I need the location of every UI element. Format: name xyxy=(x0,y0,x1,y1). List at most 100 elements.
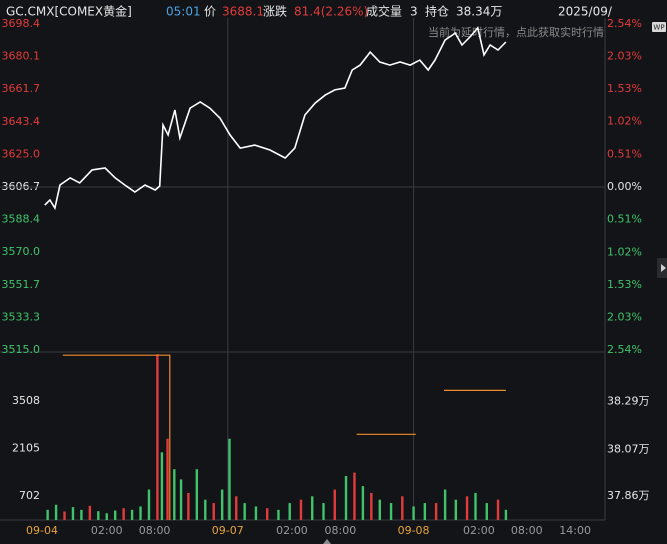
badge: WP xyxy=(653,24,664,32)
y2-tick-label: 2.54% xyxy=(607,343,642,356)
volume-bar xyxy=(212,503,215,520)
y2-tick-label: 2.03% xyxy=(607,310,642,323)
volume-bar xyxy=(504,509,508,520)
oi-label: 持仓 xyxy=(425,4,449,19)
delay-notice[interactable]: 当前为延时行情，点此获取实时行情 xyxy=(428,25,604,39)
y2-tick-label: 1.53% xyxy=(607,278,642,291)
volume-bar xyxy=(389,503,393,520)
volume-bar xyxy=(187,492,190,520)
change-label: 涨跌 xyxy=(263,4,287,19)
volume-bar xyxy=(71,507,75,520)
volume-bar xyxy=(113,510,117,520)
date: 2025/09/ xyxy=(558,5,613,19)
volume-bar xyxy=(344,475,348,520)
volume-bar xyxy=(454,499,458,520)
side-arrow xyxy=(661,264,666,272)
volume-bar xyxy=(166,438,169,520)
y-tick-label: 3680.1 xyxy=(2,50,41,63)
volume-bar xyxy=(443,489,447,520)
time: 05:01 xyxy=(166,5,201,19)
price: 3688.1 xyxy=(222,5,264,19)
bottom-arrow xyxy=(323,539,331,544)
volume-bar xyxy=(333,489,336,520)
volume-bar xyxy=(46,509,49,520)
volume-bar xyxy=(243,503,246,520)
volume-bar xyxy=(361,486,365,520)
volume-bar xyxy=(474,492,477,520)
volume-bar xyxy=(156,354,159,520)
volume-bar xyxy=(434,503,438,520)
volume-bar xyxy=(160,452,164,520)
volume-bar xyxy=(311,496,314,520)
volume-bar xyxy=(465,496,469,520)
volume-bar xyxy=(401,496,404,520)
oi: 38.34万 xyxy=(456,5,502,19)
x-tick-label: 02:00 xyxy=(276,524,308,537)
x-tick-label: 14:00 xyxy=(559,524,591,537)
volume-label: 成交量 xyxy=(366,4,402,19)
volume: 3 xyxy=(410,5,418,19)
badge-box xyxy=(652,22,666,32)
y2-tick-label: 1.02% xyxy=(607,245,642,258)
x-tick-label: 09-04 xyxy=(26,524,58,537)
volume-bar xyxy=(204,499,207,520)
y-tick-label: 3588.4 xyxy=(2,213,41,226)
volume-bar xyxy=(228,438,231,520)
x-tick-label: 09-07 xyxy=(212,524,244,537)
volume-bar xyxy=(288,503,291,520)
volume-bar xyxy=(88,505,92,520)
oi-tick-label: 38.07万 xyxy=(607,443,650,456)
change: 81.4(2.26%) xyxy=(294,5,368,19)
volume-bar xyxy=(496,499,500,520)
price-label: 价 xyxy=(204,5,216,19)
volume-tick-label: 3508 xyxy=(12,394,40,407)
y2-tick-label: 0.00% xyxy=(607,180,642,193)
y-tick-label: 3625.0 xyxy=(2,147,41,160)
volume-bar xyxy=(370,492,373,520)
volume-bar xyxy=(423,503,427,520)
volume-bar xyxy=(147,489,151,520)
volume-bar xyxy=(139,506,142,520)
volume-bar xyxy=(412,506,415,520)
oi-tick-label: 38.29万 xyxy=(607,394,650,407)
oi-tick-label: 37.86万 xyxy=(607,489,650,502)
price-line xyxy=(44,26,507,211)
y-tick-label: 3643.4 xyxy=(2,115,41,128)
x-tick-label: 08:00 xyxy=(511,524,543,537)
y2-tick-label: 2.54% xyxy=(607,17,642,30)
y-tick-label: 3570.0 xyxy=(2,245,41,258)
y-tick-label: 3515.0 xyxy=(2,343,41,356)
volume-tick-label: 702 xyxy=(19,489,40,502)
y-tick-label: 3698.4 xyxy=(2,17,41,30)
x-tick-label: 08:00 xyxy=(139,524,171,537)
volume-bar xyxy=(277,509,280,520)
volume-bar xyxy=(299,499,303,520)
x-tick-label: 08:00 xyxy=(325,524,357,537)
y2-tick-label: 2.03% xyxy=(607,50,642,63)
y2-tick-label: 0.51% xyxy=(607,213,642,226)
open-interest-line xyxy=(62,354,506,520)
volume-bar xyxy=(130,509,134,520)
y2-tick-label: 1.53% xyxy=(607,82,642,95)
volume-bar xyxy=(63,511,66,520)
volume-bar xyxy=(378,499,381,520)
volume-bar xyxy=(235,496,238,520)
x-tick-label: 09-08 xyxy=(398,524,430,537)
volume-bar xyxy=(485,503,488,520)
volume-bar xyxy=(353,472,356,520)
volume-bar xyxy=(54,504,58,520)
volume-bar xyxy=(322,503,325,520)
volume-tick-label: 2105 xyxy=(12,442,40,455)
y-tick-label: 3533.3 xyxy=(2,310,41,323)
volume-bar xyxy=(179,479,183,520)
y-tick-label: 3661.7 xyxy=(2,82,41,95)
volume-bar xyxy=(173,469,176,520)
volume-bar xyxy=(266,508,269,520)
x-tick-label: 02:00 xyxy=(91,524,123,537)
volume-bar xyxy=(105,513,108,520)
y2-tick-label: 0.51% xyxy=(607,147,642,160)
volume-bar xyxy=(254,506,258,520)
volume-bar xyxy=(122,508,125,520)
